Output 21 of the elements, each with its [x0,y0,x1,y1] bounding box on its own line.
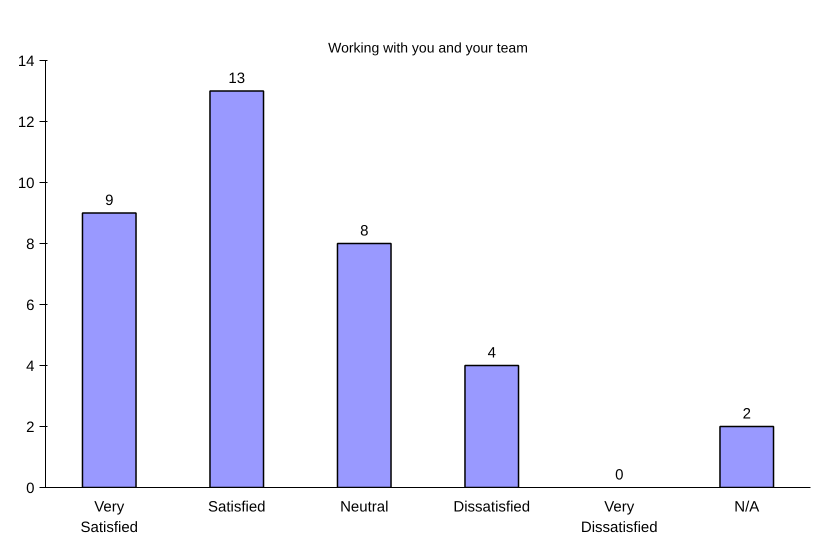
y-tick-label: 2 [26,419,34,436]
data-label: 2 [742,406,751,422]
y-tick-label: 14 [18,53,35,70]
y-tick-label: 8 [26,236,34,253]
x-tick-label: N/A [734,498,760,516]
y-tick-label: 12 [18,114,35,131]
data-label: 4 [488,344,496,362]
data-label: 8 [360,222,368,240]
chart-title: Working with you and your team [328,40,528,56]
y-tick-label: 6 [26,297,34,314]
data-label: 0 [615,466,624,484]
x-tick-label: Very Satisfied [80,498,138,536]
y-tick-label: 4 [26,358,34,375]
x-tick-label: Very Dissatisfied [580,498,658,536]
y-tick-label: 10 [18,175,35,192]
x-tick-label: Dissatisfied [453,498,530,516]
y-tick-label: 0 [26,480,34,497]
x-tick-label: Neutral [340,498,388,516]
x-tick-label: Satisfied [208,498,266,516]
data-label: 9 [105,192,114,209]
data-label: 13 [228,70,246,87]
